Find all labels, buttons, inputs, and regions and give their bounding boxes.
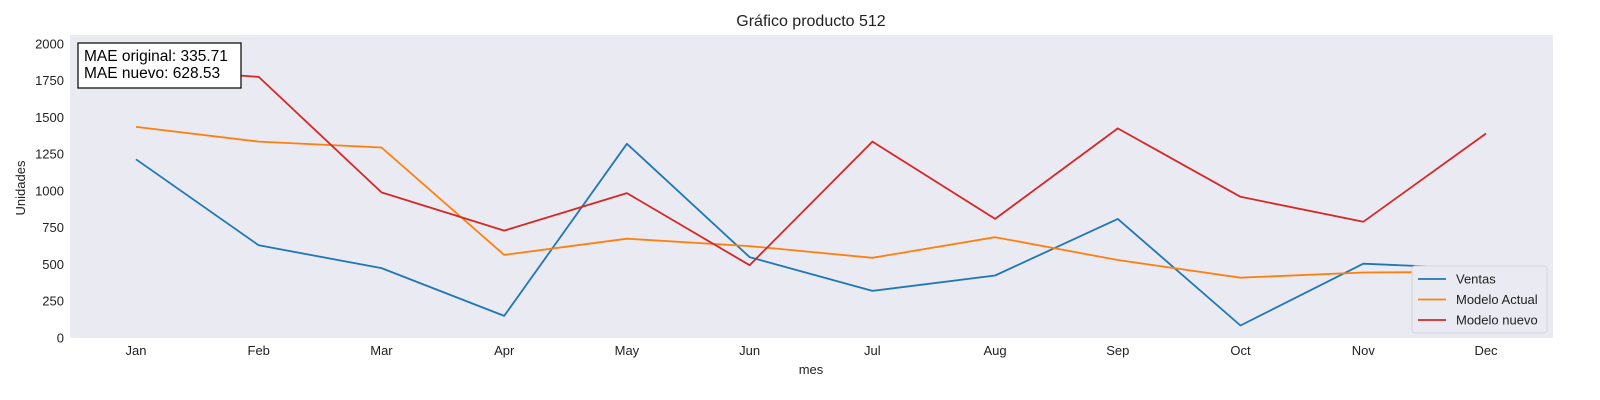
mae-annotation: MAE original: 335.71 MAE nuevo: 628.53 xyxy=(77,42,242,89)
chart-title: Gráfico producto 512 xyxy=(736,13,886,30)
y-axis-label: Unidades xyxy=(13,160,28,215)
x-tick-label: Mar xyxy=(370,343,393,358)
x-tick-label: Jul xyxy=(864,343,881,358)
x-tick-label: Apr xyxy=(494,343,515,358)
y-tick-label: 500 xyxy=(42,257,64,272)
x-tick-label: Nov xyxy=(1352,343,1376,358)
x-tick-label: Aug xyxy=(984,343,1007,358)
y-tick-label: 0 xyxy=(57,331,64,346)
x-tick-label: Dec xyxy=(1474,343,1498,358)
y-tick-label: 750 xyxy=(42,220,64,235)
legend: Ventas Modelo Actual Modelo nuevo xyxy=(1411,265,1548,334)
series-line-modelo-actual xyxy=(135,126,1487,279)
y-tick-label: 1750 xyxy=(35,73,64,88)
annotation-box xyxy=(77,42,242,89)
x-tick-label: Jan xyxy=(126,343,147,358)
y-tick-label: 1250 xyxy=(35,147,64,162)
x-tick-label: Jun xyxy=(739,343,760,358)
y-tick-label: 1500 xyxy=(35,110,64,125)
legend-label-ventas: Ventas xyxy=(1456,272,1496,287)
y-tick-label: 2000 xyxy=(35,36,64,51)
x-tick-label: Sep xyxy=(1106,343,1129,358)
y-axis: 0 250 500 750 1000 1250 1500 1750 2000 xyxy=(35,36,64,345)
legend-label-modelo-actual: Modelo Actual xyxy=(1456,292,1538,307)
series-lines xyxy=(135,67,1487,327)
x-axis-label: mes xyxy=(799,362,824,377)
x-axis: Jan Feb Mar Apr May Jun Jul Aug Sep Oct Nov Dec xyxy=(126,343,1499,358)
x-tick-label: May xyxy=(615,343,640,358)
series-line-modelo-nuevo xyxy=(135,67,1487,267)
annotation-line-1: MAE original: 335.71 xyxy=(84,48,228,65)
x-tick-label: Oct xyxy=(1230,343,1251,358)
series-line-ventas xyxy=(135,142,1487,327)
y-tick-label: 250 xyxy=(42,294,64,309)
annotation-line-2: MAE nuevo: 628.53 xyxy=(84,65,220,82)
plot-area xyxy=(70,35,1553,338)
legend-label-modelo-nuevo: Modelo nuevo xyxy=(1456,313,1538,328)
y-tick-label: 1000 xyxy=(35,183,64,198)
x-tick-label: Feb xyxy=(248,343,270,358)
legend-box xyxy=(1411,265,1548,334)
